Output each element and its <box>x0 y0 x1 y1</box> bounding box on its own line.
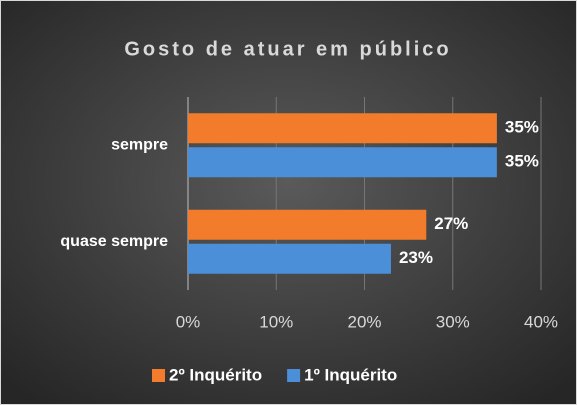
legend-swatch <box>287 369 301 382</box>
bar <box>188 243 391 274</box>
x-tick-label: 40% <box>524 312 558 331</box>
data-label: 23% <box>399 248 433 267</box>
legend-label: 2º Inquérito <box>169 365 262 384</box>
data-label: 27% <box>434 214 468 233</box>
bar <box>188 209 427 240</box>
bar <box>188 113 497 144</box>
category-label: sempre <box>111 136 168 153</box>
legend-label: 1º Inquérito <box>304 365 397 384</box>
legend-swatch <box>152 369 165 382</box>
x-tick-label: 10% <box>259 312 293 331</box>
x-tick-label: 0% <box>176 312 201 331</box>
x-tick-label: 30% <box>436 312 470 331</box>
bar <box>188 147 497 178</box>
data-label: 35% <box>505 118 539 137</box>
x-tick-label: 20% <box>347 312 381 331</box>
category-label: quase sempre <box>60 233 168 250</box>
chart-title: Gosto de atuar em público <box>124 38 451 60</box>
data-label: 35% <box>505 152 539 171</box>
